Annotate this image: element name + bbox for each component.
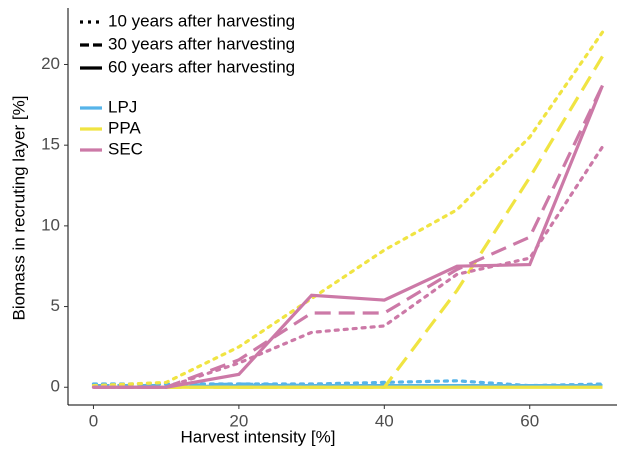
y-tick-label: 10 bbox=[41, 215, 60, 234]
series-line bbox=[91, 30, 605, 388]
y-tick-label: 20 bbox=[41, 54, 60, 73]
series-line bbox=[93, 84, 604, 389]
legend-linetype-label: 60 years after harvesting bbox=[108, 57, 295, 76]
x-tick-label: 0 bbox=[89, 411, 98, 430]
x-tick-label: 60 bbox=[520, 411, 539, 430]
y-axis-label: Biomass in recruting layer [%] bbox=[9, 96, 28, 321]
y-tick-label: 0 bbox=[51, 377, 60, 396]
series-line bbox=[93, 55, 604, 389]
legend-linetype-label: 10 years after harvesting bbox=[108, 11, 295, 30]
legend-linetype-label: 30 years after harvesting bbox=[108, 34, 295, 53]
legend-color-label: PPA bbox=[108, 118, 141, 137]
x-tick-label: 40 bbox=[375, 411, 394, 430]
x-tick-label: 20 bbox=[229, 411, 248, 430]
y-tick-label: 5 bbox=[51, 296, 60, 315]
legend-color-label: SEC bbox=[108, 139, 143, 158]
x-axis-label: Harvest intensity [%] bbox=[181, 427, 336, 446]
legend-color-label: LPJ bbox=[108, 97, 137, 116]
series-line bbox=[93, 84, 604, 389]
y-tick-label: 15 bbox=[41, 135, 60, 154]
